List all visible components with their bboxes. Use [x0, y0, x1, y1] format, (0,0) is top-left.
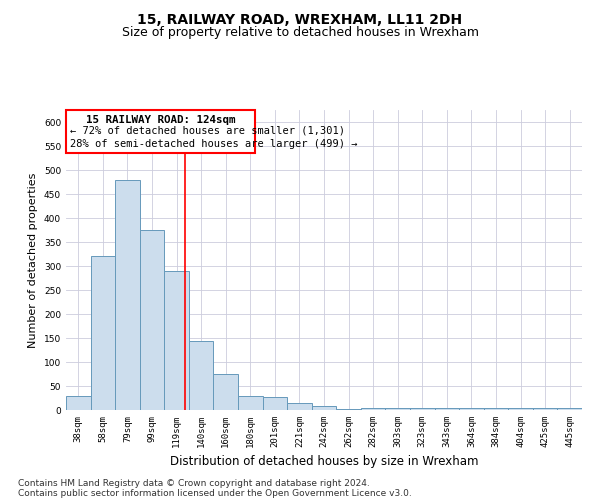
- Bar: [66, 110, 255, 153]
- Bar: [361, 408, 385, 410]
- Text: Contains public sector information licensed under the Open Government Licence v3: Contains public sector information licen…: [18, 488, 412, 498]
- Y-axis label: Number of detached properties: Number of detached properties: [28, 172, 38, 348]
- Bar: [508, 408, 533, 410]
- Text: 15, RAILWAY ROAD, WREXHAM, LL11 2DH: 15, RAILWAY ROAD, WREXHAM, LL11 2DH: [137, 12, 463, 26]
- Bar: [66, 396, 91, 410]
- Bar: [214, 374, 238, 410]
- Text: 28% of semi-detached houses are larger (499) →: 28% of semi-detached houses are larger (…: [70, 139, 357, 149]
- Bar: [164, 271, 189, 410]
- Bar: [115, 180, 140, 410]
- Bar: [189, 342, 214, 410]
- Bar: [312, 406, 336, 410]
- Bar: [557, 408, 582, 410]
- Bar: [385, 408, 410, 410]
- Bar: [459, 408, 484, 410]
- Text: Contains HM Land Registry data © Crown copyright and database right 2024.: Contains HM Land Registry data © Crown c…: [18, 478, 370, 488]
- Bar: [533, 408, 557, 410]
- Bar: [287, 403, 312, 410]
- Bar: [140, 230, 164, 410]
- Bar: [91, 256, 115, 410]
- Text: 15 RAILWAY ROAD: 124sqm: 15 RAILWAY ROAD: 124sqm: [86, 115, 235, 125]
- X-axis label: Distribution of detached houses by size in Wrexham: Distribution of detached houses by size …: [170, 456, 478, 468]
- Text: ← 72% of detached houses are smaller (1,301): ← 72% of detached houses are smaller (1,…: [70, 126, 344, 136]
- Bar: [434, 408, 459, 410]
- Bar: [410, 408, 434, 410]
- Bar: [484, 408, 508, 410]
- Text: Size of property relative to detached houses in Wrexham: Size of property relative to detached ho…: [121, 26, 479, 39]
- Bar: [238, 396, 263, 410]
- Bar: [336, 408, 361, 410]
- Bar: [263, 397, 287, 410]
